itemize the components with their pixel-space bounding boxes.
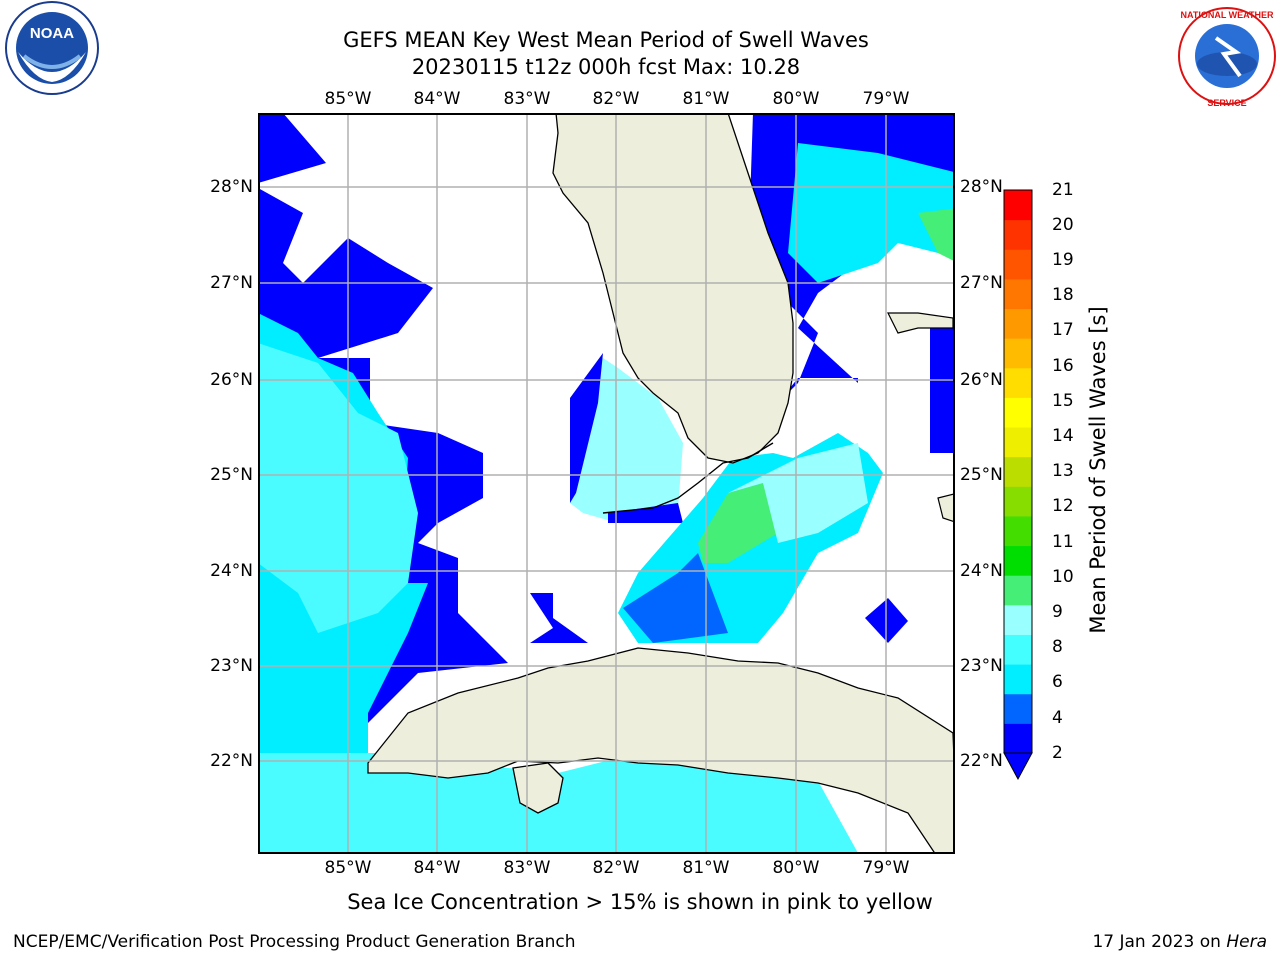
colorbar-tick-label: 20 xyxy=(1052,215,1074,235)
florida-land xyxy=(552,114,794,464)
colorbar-tick-label: 21 xyxy=(1052,180,1074,200)
lat-tick-right: 25°N xyxy=(960,465,1003,485)
colorbar-frame xyxy=(1003,189,1033,754)
footer-credit: NCEP/EMC/Verification Post Processing Pr… xyxy=(13,932,576,952)
colorbar-title: Mean Period of Swell Waves [s] xyxy=(1086,306,1110,634)
noaa-logo: NOAA xyxy=(5,1,99,95)
colorbar-segment xyxy=(1004,545,1032,576)
lat-tick-right: 27°N xyxy=(960,273,1003,293)
colorbar-segment xyxy=(1004,278,1032,310)
lon-tick-top: 84°W xyxy=(413,89,461,109)
noaa-logo-text: NOAA xyxy=(30,25,74,42)
field-se-light xyxy=(788,143,954,283)
lon-tick-bottom: 84°W xyxy=(413,858,461,878)
colorbar-tick-label: 6 xyxy=(1052,672,1063,692)
colorbar-segment xyxy=(1004,308,1032,339)
field-straits-blue xyxy=(623,553,728,643)
colorbar-segment xyxy=(1004,397,1032,428)
lon-tick-top: 81°W xyxy=(682,89,730,109)
colorbar-segment xyxy=(1004,723,1032,754)
footer-date-text: 17 Jan 2023 on xyxy=(1092,932,1227,952)
footer-host: Hera xyxy=(1226,932,1267,952)
lat-tick-left: 25°N xyxy=(210,465,253,485)
colorbar-segment xyxy=(1004,664,1032,695)
field-straits-green xyxy=(698,483,778,563)
swell-period-map xyxy=(258,113,955,854)
lon-tick-bottom: 82°W xyxy=(592,858,640,878)
colorbar xyxy=(1003,189,1033,781)
isle-of-youth xyxy=(512,762,564,814)
lon-tick-top: 79°W xyxy=(862,89,910,109)
colorbar-segment xyxy=(1004,693,1032,724)
lat-tick-left: 26°N xyxy=(210,370,253,390)
colorbar-segment xyxy=(1004,338,1032,369)
lon-tick-top: 83°W xyxy=(503,89,551,109)
colorbar-tick-label: 13 xyxy=(1052,461,1074,481)
map-title: GEFS MEAN Key West Mean Period of Swell … xyxy=(343,28,869,52)
field-se-green xyxy=(918,208,954,261)
colorbar-segment xyxy=(1004,604,1032,635)
colorbar-tick-label: 11 xyxy=(1052,532,1074,552)
lon-tick-bottom: 83°W xyxy=(503,858,551,878)
graticule xyxy=(259,114,954,853)
lon-tick-bottom: 85°W xyxy=(324,858,372,878)
colorbar-segment xyxy=(1004,456,1032,487)
lat-tick-left: 27°N xyxy=(210,273,253,293)
swell-field xyxy=(259,114,954,853)
field-east-deep xyxy=(930,328,953,453)
colorbar-tick-label: 8 xyxy=(1052,637,1063,657)
lat-tick-left: 23°N xyxy=(210,656,253,676)
lon-tick-top: 85°W xyxy=(324,89,372,109)
colorbar-segment xyxy=(1004,515,1032,547)
field-west-deep xyxy=(259,114,326,183)
sea-ice-note: Sea Ice Concentration > 15% is shown in … xyxy=(347,890,933,914)
colorbar-tick-label: 19 xyxy=(1052,250,1074,270)
map-subtitle: 20230115 t12z 000h fcst Max: 10.28 xyxy=(411,55,801,79)
lat-tick-right: 28°N xyxy=(960,177,1003,197)
colorbar-tick-label: 4 xyxy=(1052,708,1063,728)
footer-date: 17 Jan 2023 on Hera xyxy=(1092,932,1267,952)
lat-tick-right: 24°N xyxy=(960,561,1003,581)
colorbar-tick-label: 9 xyxy=(1052,602,1063,622)
colorbar-segment xyxy=(1004,427,1032,458)
colorbar-segment xyxy=(1004,219,1032,250)
lon-tick-top: 82°W xyxy=(592,89,640,109)
colorbar-tick-label: 17 xyxy=(1052,320,1074,340)
svg-text:SERVICE: SERVICE xyxy=(1207,98,1246,108)
lat-tick-right: 26°N xyxy=(960,370,1003,390)
bahamas-land-2 xyxy=(937,493,954,523)
colorbar-tick-label: 10 xyxy=(1052,567,1074,587)
lat-tick-left: 28°N xyxy=(210,177,253,197)
lat-tick-right: 22°N xyxy=(960,751,1003,771)
lat-tick-right: 23°N xyxy=(960,656,1003,676)
nws-logo: NATIONAL WEATHER SERVICE xyxy=(1178,7,1276,108)
lon-tick-top: 80°W xyxy=(772,89,820,109)
colorbar-tick-label: 15 xyxy=(1052,391,1074,411)
field-keys-blue xyxy=(608,503,683,523)
florida-keys xyxy=(602,442,774,514)
svg-text:NATIONAL WEATHER: NATIONAL WEATHER xyxy=(1181,10,1274,20)
colorbar-segment xyxy=(1004,486,1032,517)
field-straits-pale xyxy=(728,443,868,543)
colorbar-tick-label: 18 xyxy=(1052,285,1074,305)
colorbar-tick-label: 2 xyxy=(1052,743,1063,763)
colorbar-segment xyxy=(1004,190,1032,221)
colorbar-segment xyxy=(1004,575,1032,606)
field-patch-a xyxy=(530,593,588,643)
colorbar-tick-label: 14 xyxy=(1052,426,1074,446)
lon-tick-bottom: 80°W xyxy=(772,858,820,878)
field-gulf-blue xyxy=(570,353,603,503)
lat-tick-left: 22°N xyxy=(210,751,253,771)
lon-tick-bottom: 79°W xyxy=(862,858,910,878)
colorbar-segment xyxy=(1004,367,1032,398)
colorbar-tick-label: 16 xyxy=(1052,356,1074,376)
colorbar-extend-arrow xyxy=(1003,752,1033,781)
lon-tick-bottom: 81°W xyxy=(682,858,730,878)
colorbar-segment xyxy=(1004,634,1032,665)
lat-tick-left: 24°N xyxy=(210,561,253,581)
colorbar-segment xyxy=(1004,249,1032,280)
colorbar-tick-label: 12 xyxy=(1052,496,1074,516)
field-west-blue xyxy=(259,343,418,633)
map-frame xyxy=(258,113,955,854)
